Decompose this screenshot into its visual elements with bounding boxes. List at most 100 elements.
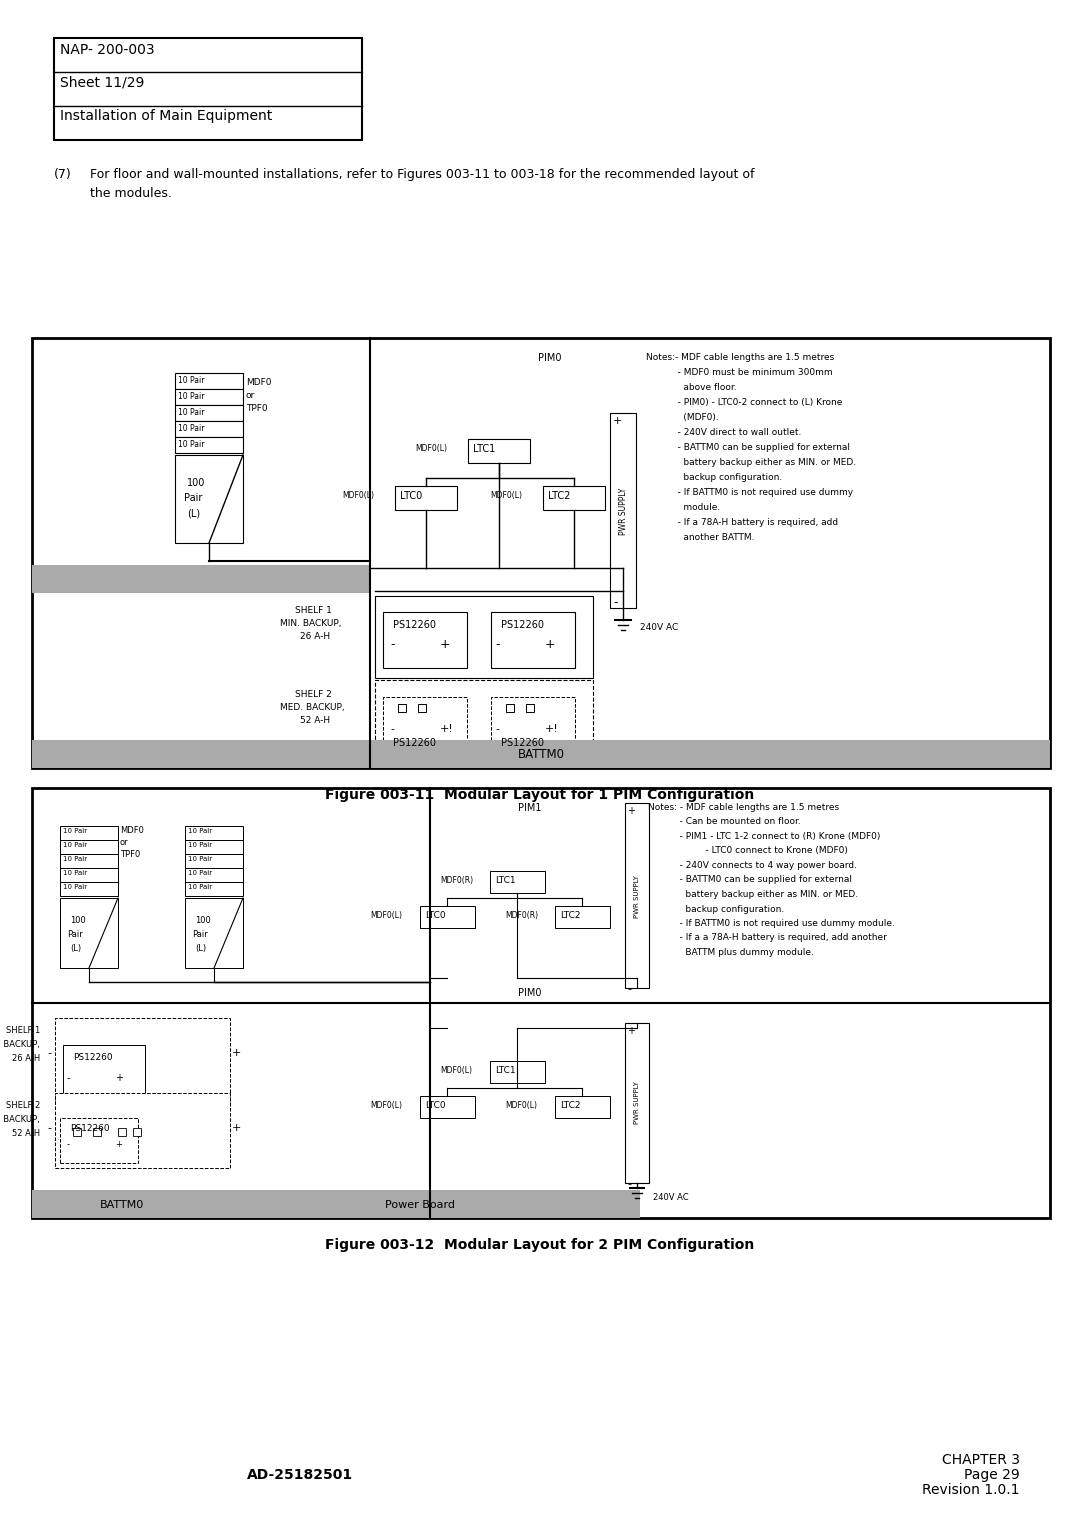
Text: (7): (7) [54, 168, 71, 180]
Text: 240V AC: 240V AC [653, 1193, 689, 1203]
Bar [555, 906, 610, 927]
Text: LTC1: LTC1 [495, 876, 515, 885]
Text: battery backup either as MIN. or MED.: battery backup either as MIN. or MED. [648, 889, 859, 898]
Text: Revision 1.0.1: Revision 1.0.1 [922, 1484, 1020, 1497]
Text: 100: 100 [70, 915, 85, 924]
Text: CHAPTER 3: CHAPTER 3 [942, 1453, 1020, 1467]
Text: MDF0: MDF0 [246, 377, 271, 387]
Text: +: + [114, 1140, 122, 1149]
Text: - If BATTM0 is not required use dummy: - If BATTM0 is not required use dummy [646, 487, 853, 497]
Text: 10 Pair: 10 Pair [178, 408, 204, 417]
Bar [32, 788, 1050, 1218]
Bar [491, 613, 575, 668]
Text: LTC2: LTC2 [548, 490, 570, 501]
Text: - If BATTM0 is not required use dummy module.: - If BATTM0 is not required use dummy mo… [648, 918, 895, 927]
Bar [93, 1128, 102, 1135]
Bar [420, 906, 475, 927]
Bar [185, 827, 243, 840]
Text: - PIM0) - LTC0-2 connect to (L) Krone: - PIM0) - LTC0-2 connect to (L) Krone [646, 397, 842, 406]
Text: NAP- 200-003: NAP- 200-003 [60, 43, 154, 57]
Text: - MDF0 must be minimum 300mm: - MDF0 must be minimum 300mm [646, 368, 833, 377]
Text: 10 Pair: 10 Pair [178, 440, 204, 449]
Bar [60, 854, 118, 868]
Text: 10 Pair: 10 Pair [63, 885, 87, 889]
Bar [300, 1190, 640, 1218]
Bar [375, 680, 593, 759]
Text: MIN. BACKUP,: MIN. BACKUP, [0, 1041, 40, 1050]
Text: BATTM plus dummy module.: BATTM plus dummy module. [648, 947, 814, 957]
Text: Figure 003-12  Modular Layout for 2 PIM Configuration: Figure 003-12 Modular Layout for 2 PIM C… [325, 1238, 755, 1251]
Text: +: + [627, 805, 635, 816]
Text: - If a 78A-H battery is required, add: - If a 78A-H battery is required, add [646, 518, 838, 527]
Text: MDF0(R): MDF0(R) [440, 876, 473, 885]
Text: (MDF0).: (MDF0). [646, 413, 719, 422]
Text: backup configuration.: backup configuration. [648, 905, 784, 914]
Bar [32, 740, 1050, 769]
Text: Notes:- MDF cable lengths are 1.5 metres: Notes:- MDF cable lengths are 1.5 metres [646, 353, 834, 362]
Text: -: - [67, 1073, 70, 1083]
Text: 10 Pair: 10 Pair [188, 856, 212, 862]
Text: -: - [48, 1123, 51, 1132]
Text: PIM1: PIM1 [518, 804, 542, 813]
Text: - Can be mounted on floor.: - Can be mounted on floor. [648, 817, 800, 827]
Text: (L): (L) [70, 944, 81, 953]
Bar [185, 854, 243, 868]
Bar [610, 413, 636, 608]
Text: 10 Pair: 10 Pair [188, 828, 212, 834]
Text: MDF0(L): MDF0(L) [370, 911, 402, 920]
Bar [175, 437, 243, 452]
Text: 10 Pair: 10 Pair [178, 423, 204, 432]
Bar [490, 871, 545, 892]
Text: 26 A-H: 26 A-H [12, 1054, 40, 1063]
Text: -: - [613, 596, 618, 610]
Bar [175, 390, 243, 405]
Text: PS12260: PS12260 [73, 1053, 112, 1062]
Bar [383, 697, 467, 752]
Bar [32, 1190, 312, 1218]
Bar [185, 882, 243, 895]
Text: 26 A-H: 26 A-H [300, 633, 330, 642]
Text: - 240V connects to 4 way power board.: - 240V connects to 4 way power board. [648, 860, 858, 869]
Text: PS12260: PS12260 [501, 620, 544, 630]
Bar [60, 840, 118, 854]
Text: SHELF 1: SHELF 1 [295, 607, 332, 614]
Text: - PIM1 - LTC 1-2 connect to (R) Krone (MDF0): - PIM1 - LTC 1-2 connect to (R) Krone (M… [648, 833, 880, 840]
Text: PS12260: PS12260 [70, 1125, 110, 1132]
Text: -: - [67, 1140, 70, 1149]
Text: 100: 100 [187, 478, 205, 487]
Text: (L): (L) [195, 944, 206, 953]
Text: MIN. BACKUP,: MIN. BACKUP, [280, 619, 341, 628]
Text: +: + [627, 1025, 635, 1036]
Text: MDF0(L): MDF0(L) [440, 1067, 472, 1076]
Text: - BATTM0 can be supplied for external: - BATTM0 can be supplied for external [648, 876, 852, 885]
Bar [175, 422, 243, 437]
Text: Notes: - MDF cable lengths are 1.5 metres: Notes: - MDF cable lengths are 1.5 metre… [648, 804, 839, 811]
Text: the modules.: the modules. [90, 186, 172, 200]
Text: LTC0: LTC0 [426, 1102, 446, 1109]
Text: MDF0: MDF0 [120, 827, 144, 834]
Text: 52 A-H: 52 A-H [12, 1129, 40, 1138]
Text: +!: +! [545, 724, 558, 733]
Text: Pair: Pair [67, 931, 83, 940]
Text: 10 Pair: 10 Pair [178, 376, 204, 385]
Text: 10 Pair: 10 Pair [63, 869, 87, 876]
Text: 10 Pair: 10 Pair [63, 856, 87, 862]
Bar [175, 455, 243, 542]
Bar [383, 613, 467, 668]
Bar [185, 868, 243, 882]
Text: +!: +! [440, 724, 454, 733]
Text: LTC1: LTC1 [473, 445, 496, 454]
Text: Figure 003-11  Modular Layout for 1 PIM Configuration: Figure 003-11 Modular Layout for 1 PIM C… [325, 788, 755, 802]
Text: - BATTM0 can be supplied for external: - BATTM0 can be supplied for external [646, 443, 850, 452]
Text: -: - [48, 1048, 51, 1057]
Text: -: - [627, 1180, 631, 1189]
Bar [491, 697, 575, 752]
Bar [395, 486, 457, 510]
Text: SHELF 2: SHELF 2 [5, 1102, 40, 1109]
Text: +: + [440, 639, 450, 651]
Text: LTC2: LTC2 [561, 911, 581, 920]
Text: 10 Pair: 10 Pair [188, 869, 212, 876]
Bar [625, 804, 649, 989]
Text: - 240V direct to wall outlet.: - 240V direct to wall outlet. [646, 428, 801, 437]
Text: 10 Pair: 10 Pair [63, 842, 87, 848]
